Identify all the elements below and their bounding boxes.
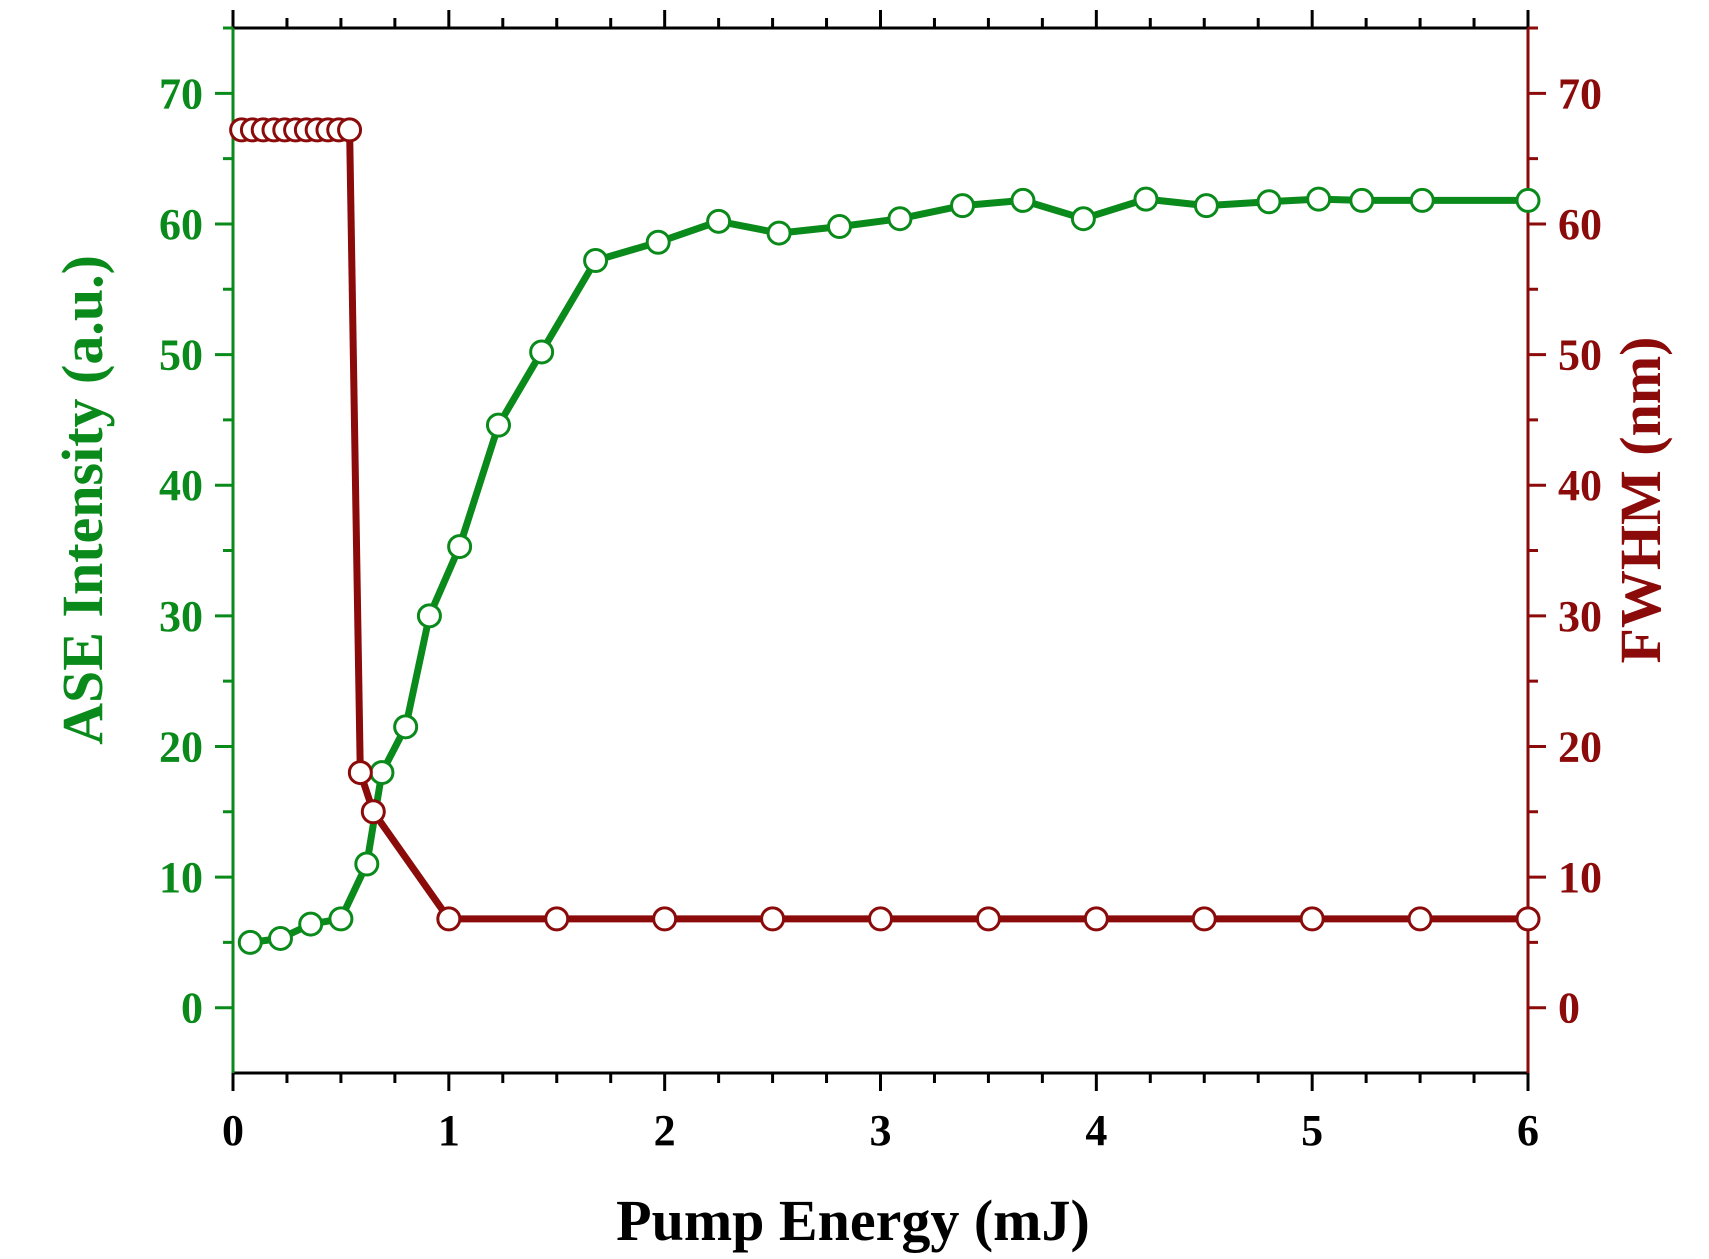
x-axis-title: Pump Energy (mJ) — [616, 1188, 1090, 1253]
x-tick-label: 4 — [1085, 1106, 1107, 1155]
x-tick-label: 3 — [870, 1106, 892, 1155]
data-point-ase — [1306, 186, 1332, 212]
y-tick-label-right: 0 — [1558, 984, 1580, 1033]
data-point-fwhm — [1191, 906, 1217, 932]
y-tick-label-right: 40 — [1558, 461, 1602, 510]
data-point-ase — [416, 603, 442, 629]
x-tick-label: 6 — [1517, 1106, 1539, 1155]
y-tick-label-left: 30 — [159, 592, 203, 641]
y-tick-label-right: 50 — [1558, 331, 1602, 380]
y-tick-label-right: 70 — [1558, 69, 1602, 118]
y-tick-label-left: 10 — [159, 853, 203, 902]
y-tick-label-right: 60 — [1558, 200, 1602, 249]
data-point-ase — [950, 193, 976, 219]
data-point-ase — [393, 714, 419, 740]
data-point-ase — [706, 208, 732, 234]
data-point-ase — [237, 929, 263, 955]
y-tick-label-right: 20 — [1558, 722, 1602, 771]
data-point-fwhm — [337, 117, 363, 143]
data-point-fwhm — [360, 799, 386, 825]
x-tick-label: 2 — [654, 1106, 676, 1155]
data-point-fwhm — [1515, 906, 1541, 932]
y-tick-label-right: 30 — [1558, 592, 1602, 641]
x-tick-label: 0 — [222, 1106, 244, 1155]
y-tick-label-left: 40 — [159, 461, 203, 510]
data-point-ase — [1256, 189, 1282, 215]
data-point-fwhm — [544, 906, 570, 932]
data-point-ase — [298, 911, 324, 937]
data-point-ase — [887, 206, 913, 232]
y-tick-label-right: 10 — [1558, 853, 1602, 902]
data-point-fwhm — [652, 906, 678, 932]
data-point-ase — [826, 214, 852, 240]
y-tick-label-left: 60 — [159, 200, 203, 249]
data-point-ase — [583, 248, 609, 274]
data-point-fwhm — [347, 760, 373, 786]
x-tick-label: 1 — [438, 1106, 460, 1155]
y-axis-right-title: FWHM (nm) — [1608, 337, 1673, 664]
data-point-ase — [1193, 193, 1219, 219]
data-point-ase — [447, 534, 473, 560]
data-point-ase — [1349, 187, 1375, 213]
data-point-ase — [1133, 186, 1159, 212]
data-point-ase — [645, 229, 671, 255]
x-tick-label: 5 — [1301, 1106, 1323, 1155]
data-point-ase — [485, 412, 511, 438]
data-point-ase — [354, 851, 380, 877]
y-axis-left-title: ASE Intensity (a.u.) — [50, 255, 115, 745]
data-point-ase — [328, 906, 354, 932]
data-point-ase — [267, 925, 293, 951]
y-tick-label-left: 0 — [181, 984, 203, 1033]
data-point-fwhm — [1083, 906, 1109, 932]
y-tick-label-left: 20 — [159, 722, 203, 771]
series-line-ase — [249, 195, 1528, 946]
data-point-fwhm — [760, 906, 786, 932]
y-tick-label-left: 50 — [159, 331, 203, 380]
data-point-ase — [1515, 187, 1541, 213]
data-point-ase — [1070, 206, 1096, 232]
data-point-fwhm — [975, 906, 1001, 932]
data-point-ase — [1010, 187, 1036, 213]
data-point-ase — [1409, 187, 1435, 213]
data-point-fwhm — [1299, 906, 1325, 932]
y-tick-label-left: 70 — [159, 69, 203, 118]
data-point-fwhm — [868, 906, 893, 932]
data-point-ase — [766, 220, 792, 246]
series-group — [229, 117, 1541, 955]
data-point-ase — [529, 339, 555, 365]
data-point-fwhm — [1407, 906, 1433, 932]
data-point-ase — [369, 760, 395, 786]
data-point-fwhm — [436, 906, 462, 932]
series-line-fwhm — [241, 126, 1528, 923]
